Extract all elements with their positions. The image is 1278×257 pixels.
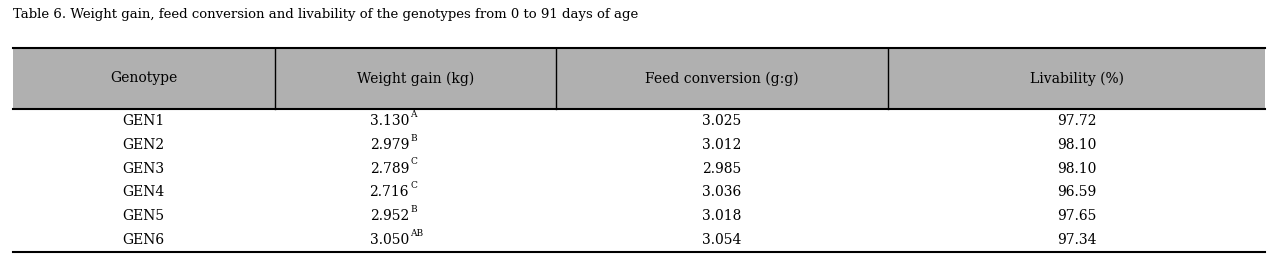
Text: GEN6: GEN6 [123,233,165,247]
Text: 3.012: 3.012 [703,138,741,152]
Text: C: C [410,158,417,167]
Text: 3.050: 3.050 [369,233,409,247]
Text: A: A [410,110,417,119]
Text: 96.59: 96.59 [1057,186,1097,199]
Text: 97.72: 97.72 [1057,114,1097,128]
Text: 3.018: 3.018 [703,209,741,223]
Text: B: B [410,205,417,214]
Text: Genotype: Genotype [110,71,178,85]
Text: GEN5: GEN5 [123,209,165,223]
Text: 2.716: 2.716 [369,186,409,199]
Text: 3.054: 3.054 [703,233,741,247]
Text: 98.10: 98.10 [1057,162,1097,176]
Text: Table 6. Weight gain, feed conversion and livability of the genotypes from 0 to : Table 6. Weight gain, feed conversion an… [13,8,638,21]
Text: GEN1: GEN1 [123,114,165,128]
Text: GEN2: GEN2 [123,138,165,152]
Text: 2.979: 2.979 [369,138,409,152]
Text: 97.65: 97.65 [1057,209,1097,223]
Text: Feed conversion (g:g): Feed conversion (g:g) [645,71,799,86]
Text: Livability (%): Livability (%) [1030,71,1123,86]
Text: 98.10: 98.10 [1057,138,1097,152]
Text: 2.985: 2.985 [703,162,741,176]
Text: 2.789: 2.789 [369,162,409,176]
Text: Weight gain (kg): Weight gain (kg) [357,71,474,86]
Text: AB: AB [410,229,423,238]
Text: 97.34: 97.34 [1057,233,1097,247]
Text: B: B [410,134,417,143]
Text: C: C [410,181,417,190]
Text: 3.025: 3.025 [703,114,741,128]
Text: 3.130: 3.130 [369,114,409,128]
Text: GEN4: GEN4 [123,186,165,199]
Text: 3.036: 3.036 [703,186,741,199]
Text: GEN3: GEN3 [123,162,165,176]
Bar [13,48,1265,109]
Text: 2.952: 2.952 [369,209,409,223]
